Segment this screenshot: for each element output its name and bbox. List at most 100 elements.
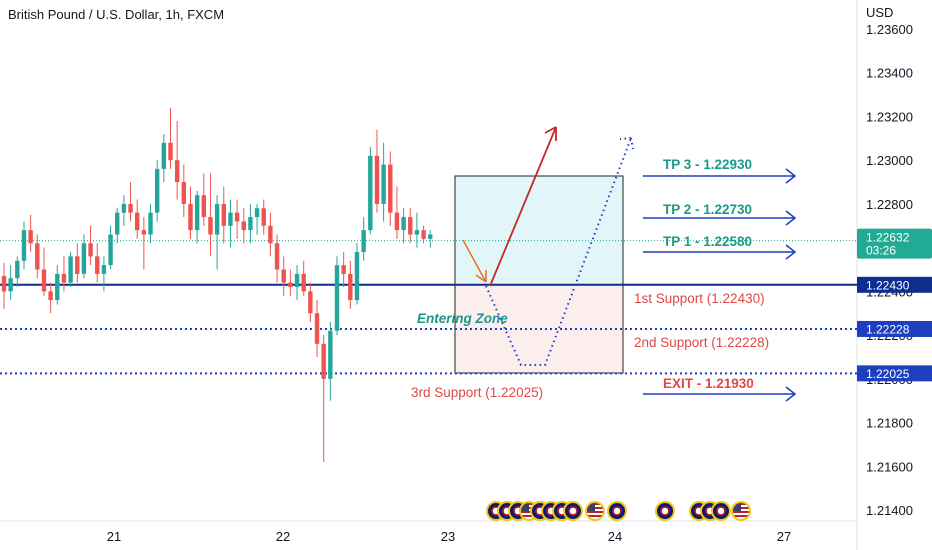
candle-body	[75, 256, 80, 274]
tp2-label: TP 2 - 1.22730	[663, 202, 752, 217]
uk-flag-icon[interactable]	[711, 501, 731, 521]
candle-body	[381, 164, 386, 204]
candle-body	[428, 234, 433, 239]
candle-body	[68, 256, 73, 283]
tp3-arrow	[643, 168, 797, 184]
orange-arrow-head	[475, 270, 487, 283]
support-levels	[0, 240, 857, 375]
candle-body	[361, 230, 366, 253]
candle-body	[188, 203, 193, 231]
level-price-tag	[857, 276, 932, 293]
candle-body	[241, 221, 246, 231]
current-price-text: 1.22632	[866, 231, 910, 245]
candle-body	[288, 282, 293, 287]
candle-body	[221, 203, 226, 226]
y-tick-label: 1.21800	[866, 416, 913, 431]
tp1-arrow	[643, 244, 797, 260]
x-tick-label: 23	[441, 529, 455, 544]
candle-body	[81, 243, 87, 274]
exit-arrow	[643, 386, 797, 402]
uk-flag-icon[interactable]	[655, 501, 675, 521]
tp2-arrow	[643, 210, 797, 226]
x-tick-label: 27	[777, 529, 791, 544]
candle-body	[48, 291, 53, 301]
candle-body	[61, 273, 67, 283]
candle-body	[374, 155, 380, 204]
currency-label: USD	[866, 5, 894, 20]
candle-body	[414, 230, 420, 235]
level-price-tag-text: 1.22430	[866, 278, 910, 292]
candle-body	[368, 155, 373, 231]
y-tick-label: 1.21400	[866, 503, 913, 518]
candle-body	[248, 217, 253, 231]
candle-body	[334, 265, 340, 331]
candle-body	[388, 164, 393, 213]
candle-body	[401, 217, 406, 231]
level-price-tag	[857, 365, 932, 382]
candle-body	[8, 278, 13, 292]
chart-title: British Pound / U.S. Dollar, 1h, FXCM	[8, 7, 225, 22]
candle-body	[88, 243, 93, 257]
us-flag-icon[interactable]	[585, 501, 605, 521]
candle-body	[15, 260, 20, 279]
candle-body	[214, 203, 220, 235]
candle-body	[161, 142, 167, 169]
candle-body	[328, 330, 333, 379]
candle-body	[128, 203, 133, 213]
level-price-tag	[857, 320, 932, 337]
exit-label: EXIT - 1.21930	[663, 376, 754, 391]
y-tick-label: 1.23600	[866, 22, 913, 37]
y-tick-label: 1.23000	[866, 153, 913, 168]
level-price-tag-text: 1.22025	[866, 367, 910, 381]
candle-body	[201, 195, 206, 218]
candle-body	[254, 208, 260, 218]
y-tick-label: 1.23400	[866, 66, 913, 81]
position-box	[454, 175, 624, 374]
candle-body	[301, 273, 306, 292]
y-tick-label: 1.23200	[866, 109, 913, 124]
candle-body	[35, 243, 40, 270]
candle-body	[408, 217, 413, 235]
candle-body	[208, 217, 213, 235]
candle-body	[168, 142, 173, 161]
x-tick-label: 21	[107, 529, 121, 544]
candle-body	[354, 252, 360, 301]
candle-body	[181, 182, 187, 204]
red-arrow	[489, 126, 557, 287]
candle-body	[101, 265, 107, 274]
candle-body	[135, 212, 140, 231]
candle-body	[281, 269, 286, 283]
candle-body	[274, 243, 280, 270]
support1-label: 1st Support (1.22430)	[634, 291, 765, 306]
candle-body	[41, 269, 47, 292]
uk-flag-icon[interactable]	[607, 501, 627, 521]
uk-flag-icon[interactable]	[563, 501, 583, 521]
y-tick-label: 1.21600	[866, 459, 913, 474]
candle-body	[268, 225, 273, 244]
candle-body	[321, 343, 326, 379]
tp-arrows	[643, 168, 797, 402]
tp1-label: TP 1 - 1.22580	[663, 234, 752, 249]
orange-arrow	[462, 239, 487, 283]
candle-body	[308, 291, 313, 314]
entering-zone-label: Entering Zone	[417, 311, 508, 326]
candle-body	[348, 273, 353, 301]
x-tick-label: 22	[276, 529, 290, 544]
candle-body	[108, 234, 113, 266]
candle-body	[234, 212, 240, 222]
countdown-text: 03:26	[866, 244, 896, 258]
candle-body	[148, 212, 153, 235]
candle-body	[55, 273, 60, 301]
candle-body	[115, 212, 120, 235]
level-price-tag-text: 1.22228	[866, 322, 910, 336]
support2-label: 2nd Support (1.22228)	[634, 335, 769, 350]
red-arrow-head	[544, 126, 557, 141]
candle-body	[261, 208, 266, 226]
support3-label: 3rd Support (1.22025)	[411, 385, 543, 400]
us-flag-icon[interactable]	[731, 501, 751, 521]
candle-body	[154, 168, 160, 213]
candle-body	[28, 230, 33, 244]
candle-body	[294, 273, 300, 287]
